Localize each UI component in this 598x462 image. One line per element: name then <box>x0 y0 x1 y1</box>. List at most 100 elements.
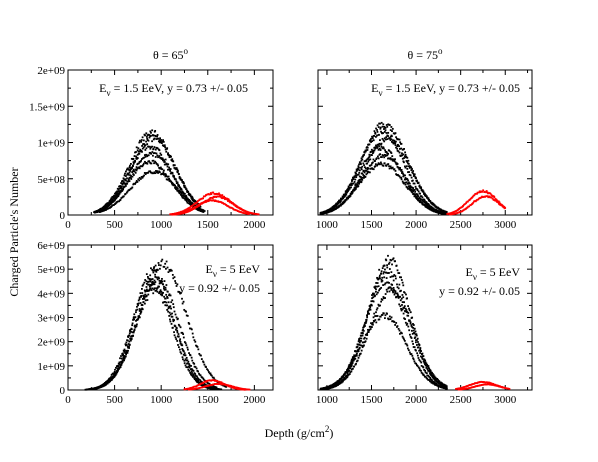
data-point <box>376 291 379 294</box>
data-point <box>161 157 164 160</box>
data-point <box>391 320 394 323</box>
data-point <box>345 193 348 196</box>
data-point <box>407 171 409 174</box>
data-point <box>140 304 143 306</box>
data-point <box>120 355 122 357</box>
data-point <box>437 378 439 381</box>
data-point <box>355 353 358 356</box>
data-point <box>347 185 350 188</box>
data-point <box>441 212 444 215</box>
data-point <box>409 166 412 169</box>
data-point <box>140 308 143 311</box>
data-point <box>119 357 121 360</box>
data-point <box>164 301 166 303</box>
data-point <box>390 316 393 319</box>
data-point <box>391 258 394 261</box>
data-point <box>347 373 350 376</box>
data-point <box>339 199 341 202</box>
data-point <box>136 318 139 321</box>
data-point <box>423 199 426 202</box>
data-point <box>378 147 381 150</box>
data-point <box>503 207 506 210</box>
data-point <box>137 317 140 320</box>
data-point <box>218 192 220 195</box>
data-point <box>133 170 136 173</box>
data-point <box>369 158 372 161</box>
data-point <box>159 264 162 267</box>
data-point <box>124 178 127 181</box>
data-point <box>409 185 412 187</box>
data-point <box>458 388 461 391</box>
data-point <box>136 323 138 326</box>
data-point <box>131 322 134 325</box>
data-point <box>413 189 416 191</box>
data-point <box>164 148 167 151</box>
data-point <box>124 352 127 354</box>
data-point <box>349 183 352 186</box>
data-point <box>460 206 463 209</box>
data-point <box>146 136 148 138</box>
data-point <box>211 376 214 379</box>
data-point <box>159 166 162 169</box>
data-point <box>425 201 428 204</box>
data-point <box>400 307 402 310</box>
data-point <box>384 314 387 317</box>
data-point <box>199 374 202 377</box>
data-point <box>197 199 199 202</box>
data-point <box>219 388 221 391</box>
data-point <box>443 383 445 386</box>
data-point <box>187 200 190 202</box>
data-point <box>345 374 348 377</box>
data-point <box>147 171 150 174</box>
data-point <box>381 313 384 316</box>
data-point <box>468 384 470 387</box>
data-point <box>172 174 175 177</box>
data-point <box>376 307 379 310</box>
data-point <box>159 281 162 284</box>
data-point <box>154 281 157 283</box>
x-tick-label: 500 <box>106 394 123 406</box>
data-point <box>393 293 396 296</box>
data-point <box>383 156 386 159</box>
data-point <box>463 208 466 211</box>
data-point <box>358 182 361 185</box>
data-point <box>411 186 414 189</box>
x-tick-label: 2000 <box>405 219 428 231</box>
data-point <box>417 343 420 346</box>
data-point <box>366 162 369 165</box>
data-point <box>471 196 473 199</box>
data-point <box>407 188 409 190</box>
data-point <box>365 320 368 323</box>
data-point <box>421 196 424 199</box>
data-point <box>431 372 434 375</box>
data-point <box>372 293 375 296</box>
data-point <box>392 286 395 289</box>
data-point <box>136 157 139 160</box>
data-point <box>133 318 136 321</box>
data-point <box>360 340 362 342</box>
data-point <box>391 158 393 161</box>
data-point <box>234 386 237 389</box>
data-point <box>123 182 126 185</box>
data-point <box>166 175 169 178</box>
data-point <box>414 330 417 333</box>
data-point <box>476 198 478 201</box>
data-point <box>373 134 376 137</box>
data-point <box>394 144 397 146</box>
y-tick-label: 5e+08 <box>37 174 65 186</box>
data-point <box>188 200 191 202</box>
data-point <box>431 376 434 379</box>
data-point <box>346 191 348 194</box>
data-point <box>428 206 431 208</box>
data-point <box>482 189 485 192</box>
data-point <box>421 356 423 359</box>
data-point <box>128 171 131 174</box>
data-point <box>424 204 426 207</box>
data-point <box>415 177 417 180</box>
data-point <box>163 287 165 290</box>
data-point <box>404 153 407 156</box>
data-point <box>120 185 122 188</box>
data-point <box>200 354 202 357</box>
data-point <box>139 149 142 152</box>
data-point <box>132 317 135 320</box>
